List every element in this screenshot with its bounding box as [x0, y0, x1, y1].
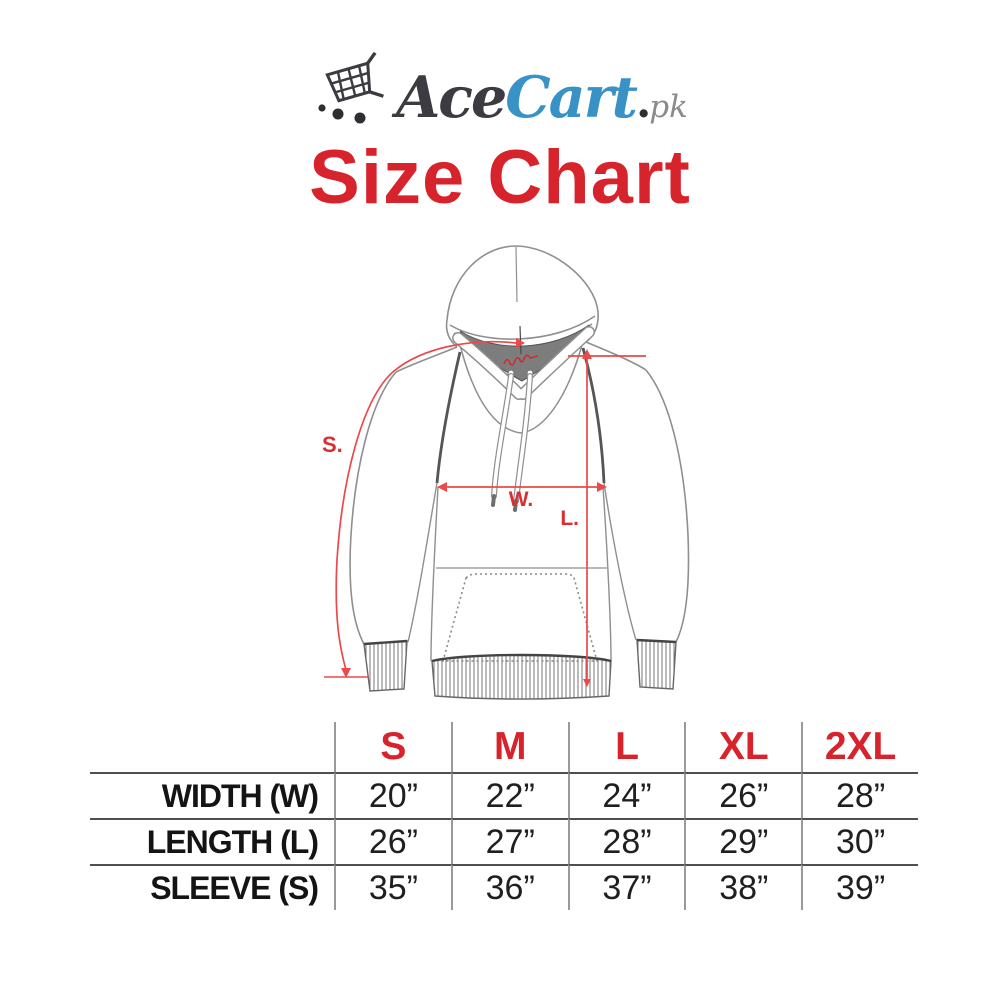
length-label: L.: [560, 507, 579, 530]
ribbed-hem: [431, 653, 612, 700]
column-header-l: L: [567, 722, 685, 772]
brand-name-ace: Ace: [396, 64, 507, 131]
width-label: W.: [509, 488, 534, 511]
sleeve-xl: 38”: [684, 864, 802, 910]
cart-wheel: [354, 112, 366, 124]
shopping-cart-icon: [318, 51, 384, 124]
sleeve-l: 37”: [567, 864, 685, 910]
arrowhead: [437, 482, 447, 492]
sleeve-2xl: 39”: [801, 864, 918, 910]
brand-tld: pk: [649, 89, 688, 125]
width-2xl: 28”: [801, 772, 918, 818]
size-table: S M L XL 2XL WIDTH (W) 20” 22” 24” 26” 2…: [90, 722, 918, 910]
cart-dot: [318, 104, 326, 112]
page-title: Size Chart: [309, 135, 691, 220]
column-header-m: M: [450, 722, 568, 772]
row-label-width: WIDTH (W): [90, 772, 334, 818]
hood-outline: [445, 245, 599, 348]
measurement-annotations: S. W. L.: [322, 338, 646, 687]
arrowhead: [341, 668, 351, 678]
sleeve-measure-line: [335, 340, 517, 671]
hood-brand-scribble: [503, 354, 539, 366]
width-xl: 26”: [684, 772, 802, 818]
neckline: [459, 337, 585, 434]
length-m: 27”: [450, 818, 568, 864]
brand-dot: .: [635, 77, 651, 128]
column-header-2xl: 2XL: [801, 722, 918, 772]
length-2xl: 30”: [801, 818, 918, 864]
width-m: 22”: [450, 772, 568, 818]
hoodie-diagram: S. W. L.: [322, 245, 690, 700]
kangaroo-pocket: [441, 573, 599, 662]
arrowhead: [597, 482, 607, 492]
drawstrings: [491, 369, 534, 512]
arrowhead: [516, 338, 525, 348]
length-l: 28”: [567, 818, 685, 864]
column-header-xl: XL: [684, 722, 801, 772]
brand-name-cart: Cart: [505, 64, 638, 131]
length-s: 26”: [334, 818, 451, 864]
length-xl: 29”: [684, 818, 802, 864]
cart-wheel: [332, 108, 344, 120]
width-l: 24”: [567, 772, 685, 818]
row-label-sleeve: SLEEVE (S): [90, 864, 334, 910]
brand-wordmark: AceCart.pk: [396, 69, 688, 126]
arrowhead: [583, 679, 591, 687]
sleeve-label: S.: [322, 432, 343, 457]
brand-logo: AceCart.pk: [0, 40, 1000, 126]
arrowhead: [582, 349, 592, 359]
sleeve-s: 35”: [334, 864, 451, 910]
sleeve-m: 36”: [450, 864, 568, 910]
width-s: 20”: [334, 772, 451, 818]
row-label-length: LENGTH (L): [90, 818, 334, 864]
hood-lining-seam: [519, 325, 522, 355]
column-header-s: S: [334, 722, 451, 772]
ribbed-cuffs: [363, 638, 677, 692]
table-corner-cell: [90, 722, 334, 772]
